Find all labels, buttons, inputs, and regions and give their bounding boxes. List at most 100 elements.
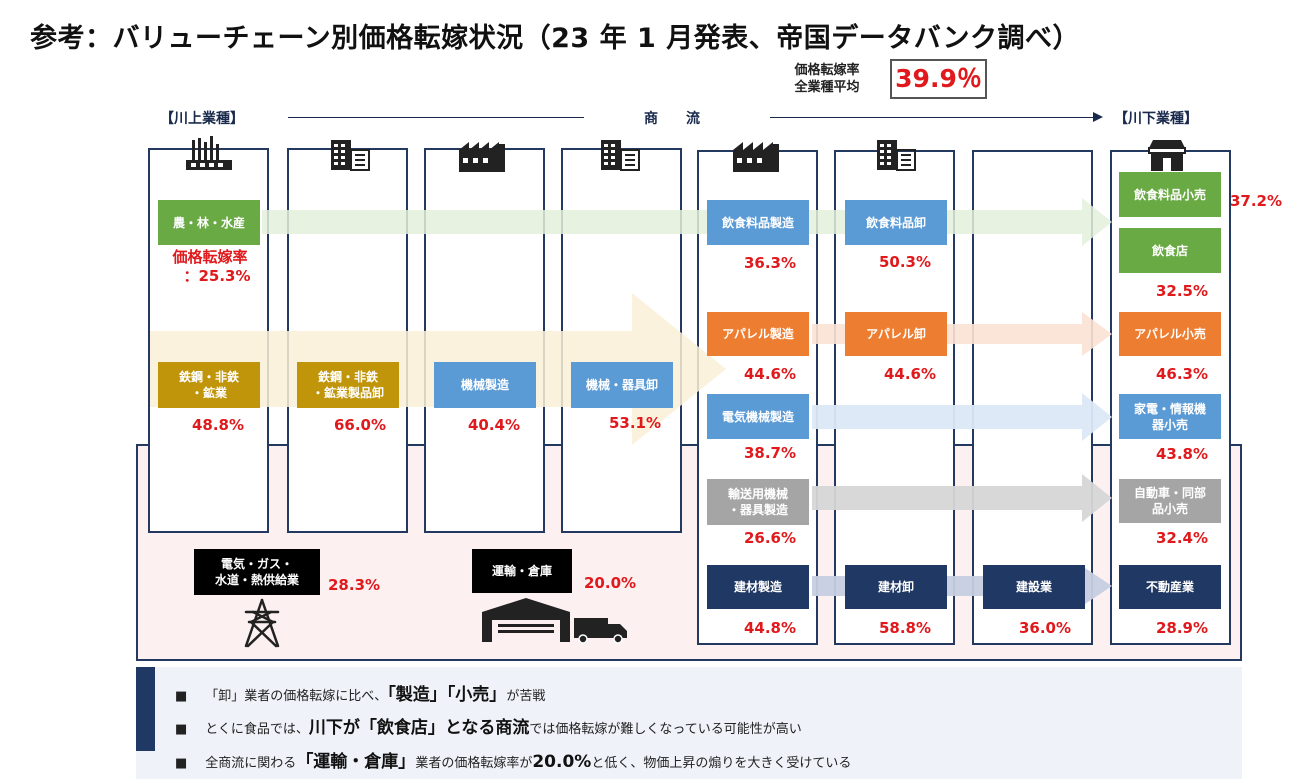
rate-building-materials-mfg: 44.8% [743,619,797,637]
box-restaurant: 飲食店 [1119,228,1221,273]
rate-agri: 価格転嫁率 ：25.3% [150,248,270,286]
rate-logistics: 20.0% [584,574,637,592]
box-utilities-line2: 水道・熱供給業 [214,573,299,587]
rate-real-estate: 28.9% [1155,619,1209,637]
box-auto-line1: 自動車・同部 [1133,486,1206,500]
note-3-emphasis-2: 20.0% [532,752,592,772]
rate-food-wholesale: 50.3% [878,253,932,271]
box-logistics-warehouse: 運輸・倉庫 [472,549,572,593]
office-building-icon [328,136,372,172]
box-building-materials-wholesale: 建材卸 [845,565,947,609]
note-3-text-2: 業者の価格転嫁率が [415,756,533,771]
note-2-text-2: では価格転嫁が難しくなっている可能性が高い [529,722,802,737]
average-label: 価格転嫁率 全業種平均 [785,62,869,96]
electric-flow-arrow [812,393,1112,441]
box-transport-line1: 輸送用機械 [727,487,788,501]
box-apparel-mfg: アパレル製造 [707,312,809,356]
box-steel-mining-line1: 鉄鋼・非鉄 [178,370,239,384]
box-real-estate: 不動産業 [1119,565,1221,609]
box-steel-wholesale-line2: ・鉱業製品卸 [311,386,384,400]
rate-machine-mfg: 40.4% [467,416,521,434]
box-building-materials-mfg: 建材製造 [707,565,809,609]
box-transport-machine-mfg: 輸送用機械・器具製造 [707,479,809,525]
box-electronics-line2: 器小売 [1151,417,1188,432]
box-machine-mfg: 機械製造 [434,362,536,408]
rate-food-retail: 37.2% [1229,192,1283,210]
box-food-mfg: 飲食料品製造 [707,200,809,245]
apparel-flow-arrow [812,312,1112,356]
rate-utilities: 28.3% [328,576,381,594]
rate-electronics-retail: 43.8% [1155,445,1209,463]
rate-apparel-wholesale: 44.6% [883,365,937,383]
average-label-line1: 価格転嫁率 [794,63,860,78]
note-2-emphasis: 川下が「飲食店」となる商流 [308,718,530,738]
rate-apparel-mfg: 44.6% [743,365,797,383]
box-food-retail: 飲食料品小売 [1119,172,1221,217]
factory-icon [458,140,510,172]
box-construction: 建設業 [983,565,1085,609]
box-electric-machine-mfg: 電気機械製造 [707,394,809,439]
rate-steel-wholesale: 66.0% [333,416,387,434]
average-value-box: 39.9％ [890,59,987,99]
box-steel-mining: 鉄鋼・非鉄 ・鉱業 [158,362,260,408]
upstream-label: 【川上業種】 [160,111,244,127]
box-apparel-wholesale: アパレル卸 [845,312,947,356]
note-1-emphasis: 「製造」「小売」 [387,685,507,705]
flow-middle-label: 商 流 [644,111,700,127]
note-3-text-3: と低く、物価上昇の煽りを大きく受けている [591,756,852,771]
box-electronics-retail: 家電・情報機 器小売 [1119,394,1221,439]
rate-agri-line1: 価格転嫁率 [172,248,248,266]
note-2-text-1: とくに食品では、 [205,722,309,737]
notes-accent-bar [136,667,155,751]
box-apparel-retail: アパレル小売 [1119,312,1221,356]
box-steel-wholesale: 鉄鋼・非鉄・鉱業製品卸 [297,362,399,408]
notes-panel [136,667,1242,779]
rate-machine-wholesale: 53.1% [608,414,662,432]
note-3-bullet: ■ [175,756,188,771]
power-tower-icon [236,598,288,648]
note-1-text-2: が苦戦 [506,689,546,704]
rate-apparel-retail: 46.3% [1155,365,1209,383]
note-2-bullet: ■ [175,722,188,737]
box-food-wholesale: 飲食料品卸 [845,200,947,245]
rate-electric-machine-mfg: 38.7% [743,444,797,462]
rate-food-mfg: 36.3% [743,254,797,272]
note-3-text-1: 全商流に関わる [205,756,297,771]
box-auto-line2: 品小売 [1151,502,1188,516]
rate-steel-mining: 48.8% [191,416,245,434]
warehouse-truck-icon [480,598,630,644]
note-1-bullet: ■ [175,689,188,704]
retail-store-icon [1146,136,1188,172]
rate-building-materials-wholesale: 58.8% [878,619,932,637]
flow-line-left [288,117,584,118]
flow-line-right [770,117,1093,118]
note-1-text-1: 「卸」業者の価格転嫁に比べ、 [205,689,388,704]
note-1: ■ 「卸」業者の価格転嫁に比べ、「製造」「小売」が苦戦 [175,680,545,705]
box-utilities-line1: 電気・ガス・ [220,557,293,571]
box-agri-forestry-fishery: 農・林・水産 [158,200,260,245]
transport-flow-arrow [812,474,1112,522]
office-building-icon [874,136,918,172]
note-3: ■ 全商流に関わる「運輸・倉庫」業者の価格転嫁率が20.0%と低く、物価上昇の煽り… [175,747,851,772]
factory-icon [732,140,784,172]
box-machine-wholesale: 機械・器具卸 [571,362,673,408]
average-label-line2: 全業種平均 [794,80,860,95]
rate-transport-machine-mfg: 26.6% [743,529,797,547]
note-3-emphasis-1: 「運輸・倉庫」 [296,752,416,772]
box-steel-wholesale-line1: 鉄鋼・非鉄 [317,370,378,384]
office-building-icon [598,136,642,172]
page-title: 参考：バリューチェーン別価格転嫁状況（23 年 1 月発表、帝国データバンク調べ… [30,23,1081,54]
box-steel-mining-line2: ・鉱業 [190,386,227,400]
food-flow-arrow [262,198,1112,246]
box-transport-line2: ・器具製造 [727,503,788,517]
box-utilities: 電気・ガス・ 水道・熱供給業 [194,549,320,595]
rate-restaurant: 32.5% [1155,282,1209,300]
rate-construction: 36.0% [1018,619,1072,637]
rate-auto-retail: 32.4% [1155,529,1209,547]
flow-arrowhead [1093,112,1103,122]
box-electronics-line1: 家電・情報機 [1133,401,1206,416]
note-2: ■ とくに食品では、川下が「飲食店」となる商流では価格転嫁が難しくなっている可能性… [175,713,802,738]
plant-factory-icon [184,134,234,172]
downstream-label: 【川下業種】 [1114,111,1198,127]
rate-agri-line2: ：25.3% [183,267,251,285]
